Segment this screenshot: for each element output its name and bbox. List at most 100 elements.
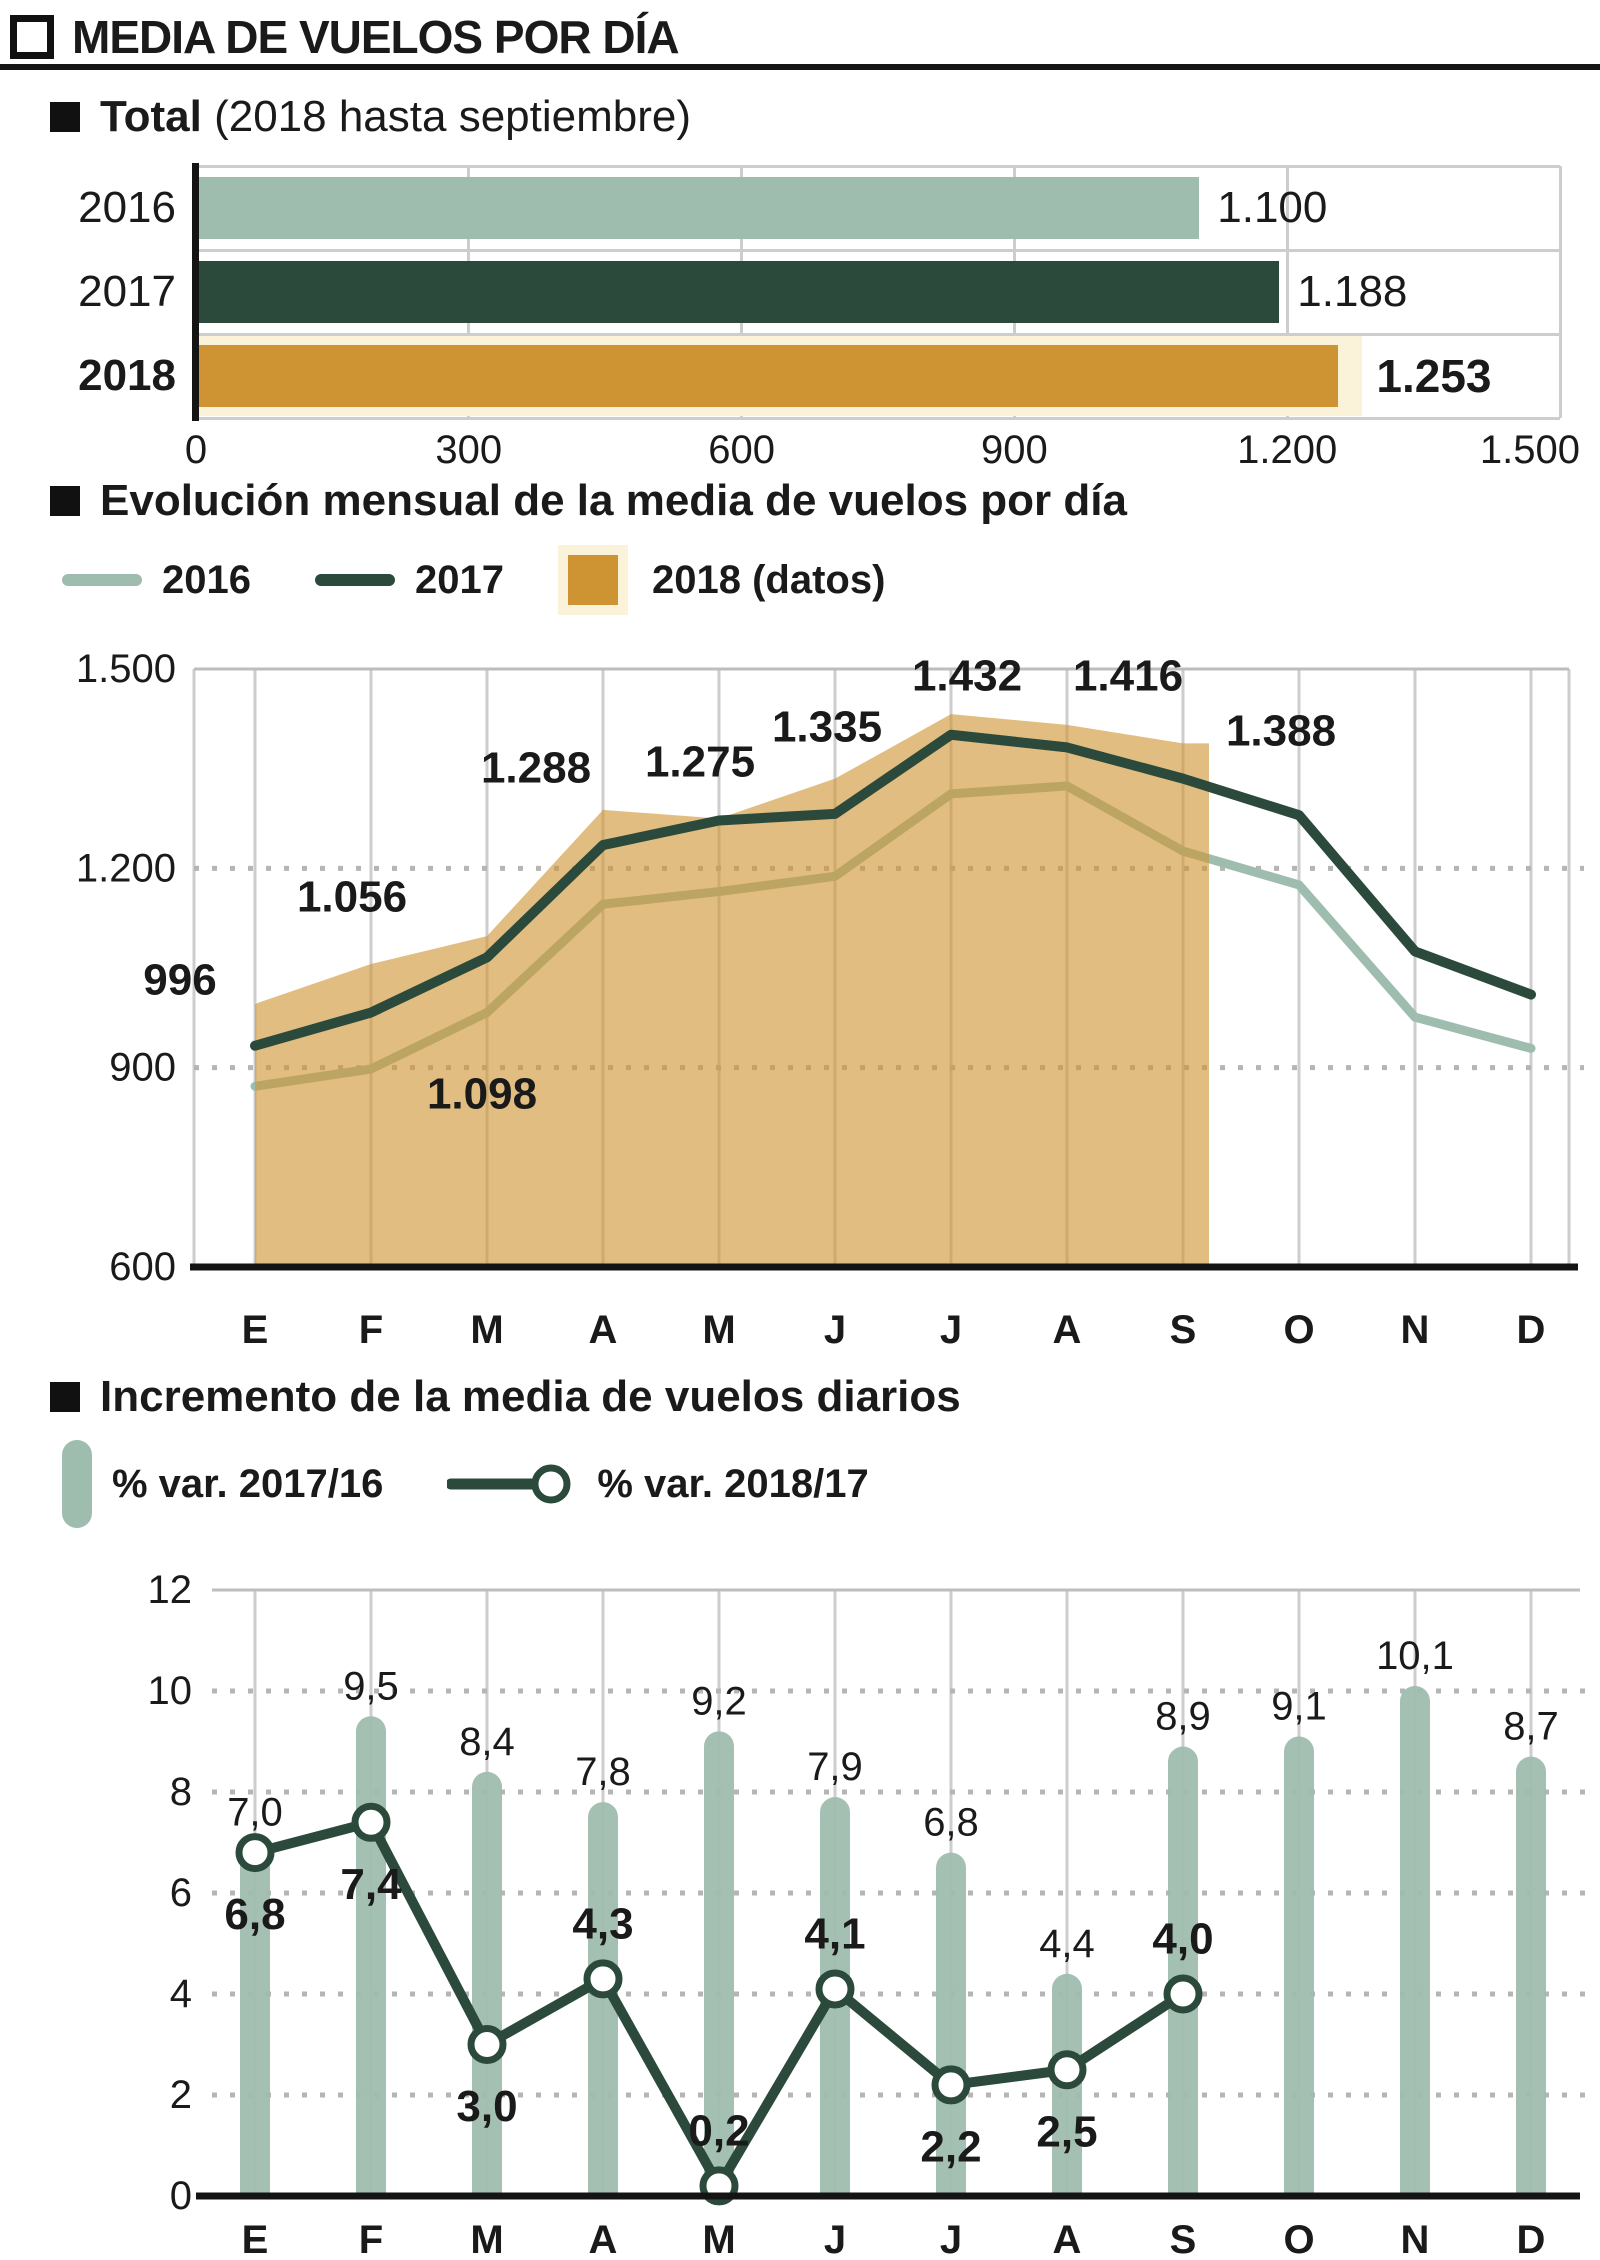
section-incremento-heading: Incremento de la media de vuelos diarios xyxy=(50,1372,961,1422)
total-chart-row-separator xyxy=(196,248,1560,252)
total-chart-x-tick-label: 600 xyxy=(708,428,775,472)
incremento-line-value-label: 2,5 xyxy=(1036,2107,1097,2156)
incremento-line-value-label: 4,1 xyxy=(804,1909,865,1958)
evolucion-2018-value-label: 1.432 xyxy=(912,652,1022,701)
incremento-line-value-label: 4,0 xyxy=(1152,1915,1213,1964)
evolucion-line-2016 xyxy=(250,781,1536,1091)
legend-circle-marker xyxy=(531,1464,571,1504)
evolucion-line-2017 xyxy=(250,729,1536,1051)
total-chart-x-tick-label: 300 xyxy=(435,428,503,472)
evolucion-month-label: J xyxy=(824,1308,846,1352)
incremento-month-label: J xyxy=(940,2218,962,2260)
section-evolucion-title: Evolución mensual de la media de vuelos … xyxy=(100,476,1127,526)
incremento-line-value-label: 2,2 xyxy=(920,2122,981,2171)
evolucion-month-label: J xyxy=(940,1308,962,1352)
section-square-icon xyxy=(50,102,80,132)
total-chart-y-axis xyxy=(192,163,199,421)
evolucion-month-label: M xyxy=(470,1308,503,1352)
evolucion-2018-value-label: 996 xyxy=(143,956,216,1005)
section-square-icon xyxy=(50,1382,80,1412)
incremento-y-tick-label: 10 xyxy=(148,1669,193,1713)
incremento-line-value-label: 4,3 xyxy=(572,1899,633,1948)
incremento-bar xyxy=(1168,1746,1198,2196)
incremento-y-tick-label: 0 xyxy=(170,2174,192,2218)
incremento-bar-value-label: 7,8 xyxy=(575,1750,631,1794)
evolucion-month-label: N xyxy=(1401,1308,1430,1352)
incremento-bar xyxy=(472,1771,502,2196)
total-chart-year-label: 2016 xyxy=(78,183,176,232)
incremento-month-label: A xyxy=(589,2218,618,2260)
evolucion-area-2018 xyxy=(255,714,1209,1267)
incremento-month-label: E xyxy=(242,2218,269,2260)
page-title: MEDIA DE VUELOS POR DÍA xyxy=(72,11,680,63)
incremento-month-label: O xyxy=(1283,2218,1314,2260)
total-chart-value-label: 1.100 xyxy=(1217,183,1328,232)
incremento-bar-value-label: 9,2 xyxy=(691,1679,747,1723)
evolucion-month-label: S xyxy=(1170,1308,1197,1352)
evolucion-month-label: F xyxy=(359,1308,383,1352)
incremento-bar-value-label: 4,4 xyxy=(1039,1922,1095,1966)
section-total-title-bold: Total xyxy=(100,92,202,141)
incremento-month-label: D xyxy=(1517,2218,1546,2260)
incremento-bar-value-label: 7,0 xyxy=(227,1791,283,1835)
incremento-month-label: J xyxy=(824,2218,846,2260)
section-total-heading: Total (2018 hasta septiembre) xyxy=(50,92,691,142)
total-chart-x-tick-label: 1.200 xyxy=(1237,428,1338,472)
incremento-bar-value-label: 10,1 xyxy=(1376,1634,1454,1678)
evolucion-2018-value-label: 1.416 xyxy=(1073,652,1183,701)
evolucion-month-label: A xyxy=(1053,1308,1082,1352)
incremento-line-value-label: 6,8 xyxy=(224,1890,285,1939)
legend-2017-line-swatch xyxy=(314,574,395,586)
incremento-line-marker xyxy=(583,1959,623,1999)
incremento-bar xyxy=(240,1842,270,2196)
legend-2018-label: 2018 (datos) xyxy=(651,557,886,602)
total-chart-bar xyxy=(199,345,1339,407)
incremento-line-marker xyxy=(1163,1974,1203,2014)
evolucion-2018-value-label: 1.056 xyxy=(297,873,407,922)
incremento-y-tick-label: 2 xyxy=(170,2073,192,2117)
evolucion-2018-value-label: 1.388 xyxy=(1226,707,1336,756)
evolucion-2018-value-label: 1.098 xyxy=(427,1070,537,1119)
incremento-line-value-label: 0,2 xyxy=(688,2106,749,2155)
incremento-bar xyxy=(936,1852,966,2196)
total-chart-year-label: 2017 xyxy=(78,267,176,316)
incremento-bar xyxy=(820,1797,850,2196)
incremento-y-tick-label: 8 xyxy=(170,1770,192,1814)
evolucion-legend: 2016 2017 2018 (datos) xyxy=(62,548,885,612)
evolucion-2018-value-label: 1.335 xyxy=(772,703,882,752)
section-square-icon xyxy=(50,486,80,516)
incremento-line-2018-17 xyxy=(253,1817,1186,2191)
evolucion-y-tick-label: 1.200 xyxy=(76,846,176,890)
incremento-line-marker xyxy=(699,2166,739,2206)
section-evolucion-heading: Evolución mensual de la media de vuelos … xyxy=(50,476,1127,526)
section-total-title: Total (2018 hasta septiembre) xyxy=(100,92,691,142)
evolucion-month-label: O xyxy=(1283,1308,1314,1352)
legend-2016-label: 2016 xyxy=(162,557,251,602)
incremento-month-label: S xyxy=(1170,2218,1197,2260)
section-total-title-rest: (2018 hasta septiembre) xyxy=(201,92,691,141)
total-chart-gridline xyxy=(1558,166,1562,418)
evolucion-y-tick-label: 1.500 xyxy=(76,647,176,691)
incremento-bar xyxy=(1400,1685,1430,2196)
incremento-line-marker xyxy=(235,1833,275,1873)
incremento-bar-value-label: 7,9 xyxy=(807,1745,863,1789)
total-chart-value-label: 1.253 xyxy=(1376,350,1492,402)
section-incremento-title: Incremento de la media de vuelos diarios xyxy=(100,1372,961,1422)
incremento-bar-value-label: 8,4 xyxy=(459,1720,515,1764)
evolucion-month-label: M xyxy=(702,1308,735,1352)
incremento-bar-value-label: 8,9 xyxy=(1155,1695,1211,1739)
evolucion-month-label: A xyxy=(589,1308,618,1352)
total-chart-row-separator xyxy=(196,332,1560,336)
total-chart-gridline xyxy=(1285,166,1289,418)
incremento-bar xyxy=(704,1731,734,2196)
incremento-line-value-label: 3,0 xyxy=(456,2082,517,2131)
title-square-icon xyxy=(10,15,54,59)
incremento-bar-value-label: 6,8 xyxy=(923,1801,979,1845)
evolucion-y-tick-label: 600 xyxy=(109,1245,176,1289)
incremento-bar xyxy=(1284,1736,1315,2196)
incremento-y-tick-label: 12 xyxy=(148,1568,193,1612)
legend-var-2017-16-bar-swatch xyxy=(62,1440,92,1528)
incremento-line-marker xyxy=(931,2065,971,2105)
evolucion-month-label: D xyxy=(1517,1308,1546,1352)
